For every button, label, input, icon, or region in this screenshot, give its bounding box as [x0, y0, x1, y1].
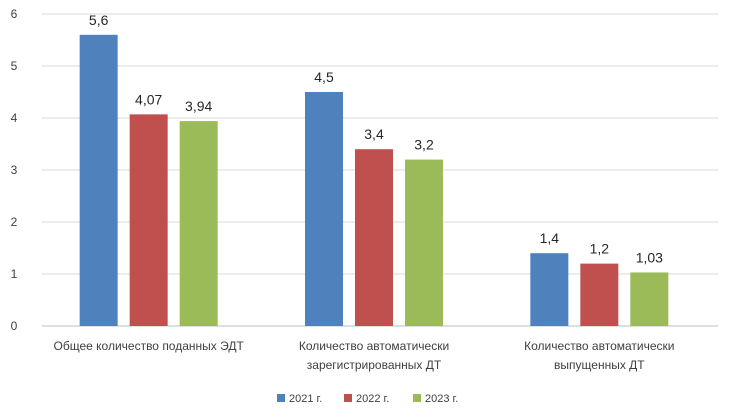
bar [405, 159, 443, 326]
y-tick-label: 4 [11, 111, 18, 125]
category-label: зарегистрированных ДТ [307, 358, 442, 372]
category-label: Количество автоматически [299, 339, 449, 353]
y-tick-label: 6 [11, 7, 18, 21]
bar [580, 263, 619, 326]
category-label: выпущенных ДТ [554, 358, 645, 372]
category-labels: Общее количество поданных ЭДТ Количество … [54, 339, 675, 372]
bar [179, 121, 218, 327]
y-tick-label: 1 [11, 267, 18, 281]
bars [79, 34, 669, 327]
data-label: 1,03 [636, 249, 663, 265]
category-label: Общее количество поданных ЭДТ [54, 339, 245, 353]
data-label: 5,6 [89, 12, 109, 28]
data-label: 3,94 [185, 98, 212, 114]
y-tick-label: 5 [11, 59, 18, 73]
bar [530, 253, 569, 326]
data-labels: 5,6 4,07 3,94 4,5 3,4 3,2 1,4 1,2 1,03 [89, 12, 663, 266]
y-tick-label: 2 [11, 215, 18, 229]
legend: 2021 г. 2022 г. 2023 г. [277, 393, 458, 405]
data-label: 4,5 [314, 69, 334, 85]
bar [630, 272, 669, 326]
y-tick-label: 3 [11, 163, 18, 177]
bar [129, 114, 168, 326]
legend-swatch [277, 394, 285, 402]
bar [355, 149, 393, 326]
legend-label: 2023 г. [425, 393, 458, 405]
data-label: 1,2 [590, 241, 610, 257]
legend-swatch [344, 394, 352, 402]
legend-label: 2021 г. [289, 393, 322, 405]
bar [305, 92, 343, 326]
data-label: 3,2 [414, 137, 434, 153]
legend-swatch [413, 394, 421, 402]
category-label: Количество автоматически [524, 339, 674, 353]
bar [79, 34, 118, 327]
y-tick-label: 0 [11, 319, 18, 333]
data-label: 1,4 [540, 230, 560, 246]
legend-label: 2022 г. [356, 393, 389, 405]
data-label: 4,07 [135, 91, 162, 107]
data-label: 3,4 [364, 126, 384, 142]
y-axis-ticks: 0 1 2 3 4 5 6 [11, 7, 18, 333]
